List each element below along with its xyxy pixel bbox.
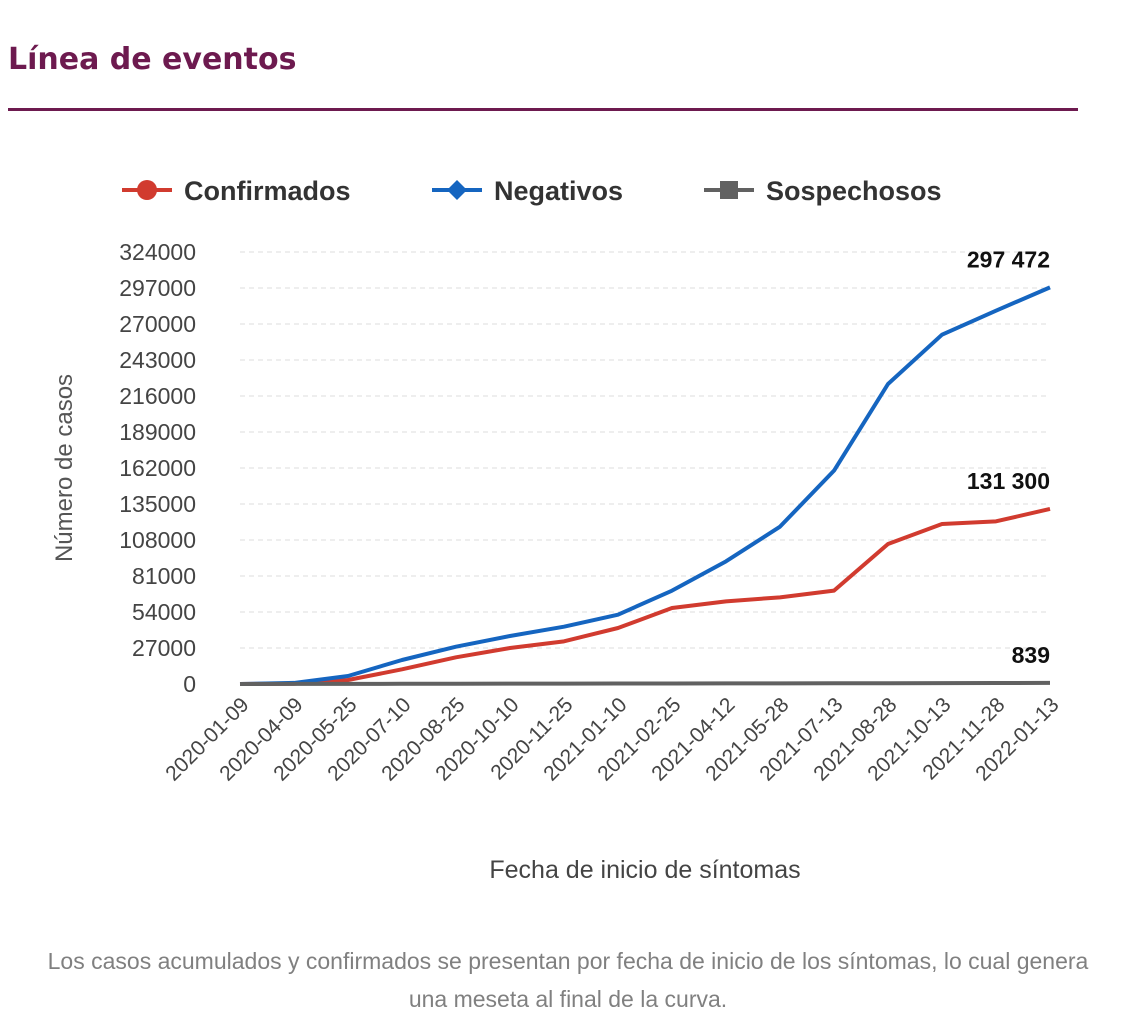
legend-marker xyxy=(137,180,157,200)
y-tick-label: 108000 xyxy=(119,527,196,553)
legend-item: Sospechosos xyxy=(704,176,942,206)
series-line xyxy=(239,680,1051,686)
y-tick-label: 54000 xyxy=(132,599,196,625)
y-tick-label: 297000 xyxy=(119,275,196,301)
caption: Los casos acumulados y confirmados se pr… xyxy=(47,948,1089,1012)
y-tick-label: 135000 xyxy=(119,491,196,517)
page-title: Línea de eventos xyxy=(8,42,297,77)
y-tick-label: 189000 xyxy=(119,419,196,445)
title-rule xyxy=(8,108,1078,111)
y-axis-label: Número de casos xyxy=(51,374,78,562)
y-tick-label: 27000 xyxy=(132,635,196,661)
y-tick-label: 270000 xyxy=(119,311,196,337)
legend-label: Sospechosos xyxy=(766,176,942,206)
data-label: 297 472 xyxy=(967,246,1050,272)
legend-label: Negativos xyxy=(494,176,623,206)
chart: 0 27000 54000 81000 108000 135000 162000 189000… xyxy=(51,176,1064,884)
y-tick-label: 81000 xyxy=(132,563,196,589)
legend-label: Confirmados xyxy=(184,176,351,206)
legend-marker xyxy=(447,180,467,200)
series-line xyxy=(239,285,1051,686)
y-tick-label: 0 xyxy=(183,671,196,697)
x-axis-label: Fecha de inicio de síntomas xyxy=(489,856,800,884)
legend-item: Negativos xyxy=(432,176,623,206)
y-tick-label: 216000 xyxy=(119,383,196,409)
data-label: 839 xyxy=(1012,642,1050,668)
y-tick-label: 324000 xyxy=(119,239,196,265)
legend-item: Confirmados xyxy=(122,176,351,206)
y-tick-label: 162000 xyxy=(119,455,196,481)
data-label: 131 300 xyxy=(967,468,1050,494)
y-tick-label: 243000 xyxy=(119,347,196,373)
series-line xyxy=(239,506,1051,686)
legend-marker xyxy=(720,181,738,199)
